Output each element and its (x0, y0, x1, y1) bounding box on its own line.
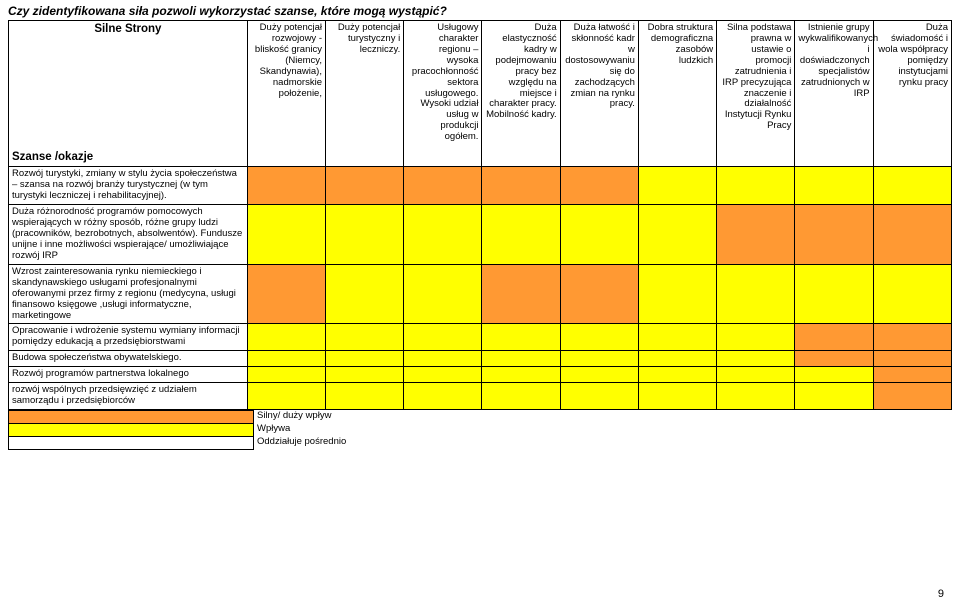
matrix-cell (482, 324, 560, 351)
matrix-cell (404, 324, 482, 351)
row-label: Rozwój turystyki, zmiany w stylu życia s… (9, 167, 248, 205)
matrix-cell (717, 383, 795, 410)
matrix-cell (325, 383, 403, 410)
matrix-cell (247, 205, 325, 265)
matrix-cell (247, 324, 325, 351)
matrix-cell (325, 351, 403, 367)
matrix-cell (638, 205, 716, 265)
matrix-cell (717, 324, 795, 351)
table-row: Budowa społeczeństwa obywatelskiego. (9, 351, 952, 367)
col-head-4: Duża łatwość i skłonność kadr w dostosow… (560, 21, 638, 167)
matrix-cell (404, 383, 482, 410)
matrix-cell (404, 367, 482, 383)
table-row: Opracowanie i wdrożenie systemu wymiany … (9, 324, 952, 351)
legend-label-strong: Silny/ duży wpływ (254, 410, 952, 423)
matrix-cell (638, 383, 716, 410)
matrix-cell (247, 264, 325, 324)
row-label: Wzrost zainteresowania rynku niemieckieg… (9, 264, 248, 324)
matrix-cell (482, 367, 560, 383)
matrix-cell (873, 351, 951, 367)
page-number: 9 (938, 588, 944, 600)
table-row: Duża różnorodność programów pomocowych w… (9, 205, 952, 265)
col-head-7: Istnienie grupy wykwalifikowanych i dośw… (795, 21, 873, 167)
matrix-cell (795, 351, 873, 367)
matrix-cell (795, 324, 873, 351)
matrix-cell (482, 205, 560, 265)
legend-box-influence (9, 423, 254, 436)
matrix-cell (717, 167, 795, 205)
row-label: Opracowanie i wdrożenie systemu wymiany … (9, 324, 248, 351)
matrix-cell (404, 351, 482, 367)
table-row: Rozwój turystyki, zmiany w stylu życia s… (9, 167, 952, 205)
col-head-0: Duży potencjał rozwojowy - bliskość gran… (247, 21, 325, 167)
matrix-cell (404, 167, 482, 205)
matrix-cell (560, 167, 638, 205)
matrix-cell (717, 205, 795, 265)
matrix-cell (638, 264, 716, 324)
header-silne-strony: Silne Strony (12, 23, 244, 36)
table-row: rozwój wspólnych przedsięwzięć z udziałe… (9, 383, 952, 410)
matrix-cell (638, 351, 716, 367)
matrix-cell (482, 383, 560, 410)
matrix-cell (560, 367, 638, 383)
matrix-cell (873, 383, 951, 410)
col-head-3: Duża elastyczność kadry w podejmowaniu p… (482, 21, 560, 167)
matrix-cell (325, 264, 403, 324)
matrix-cell (482, 167, 560, 205)
matrix-cell (795, 167, 873, 205)
matrix-cell (795, 367, 873, 383)
matrix-cell (873, 324, 951, 351)
swot-table: Silne Strony Szanse /okazje Duży potencj… (8, 20, 952, 410)
matrix-cell (795, 205, 873, 265)
row-label: Rozwój programów partnerstwa lokalnego (9, 367, 248, 383)
matrix-cell (873, 205, 951, 265)
matrix-cell (247, 167, 325, 205)
matrix-cell (482, 264, 560, 324)
matrix-cell (325, 367, 403, 383)
matrix-cell (482, 351, 560, 367)
matrix-cell (795, 383, 873, 410)
matrix-cell (873, 167, 951, 205)
col-head-8: Duża świadomość i wola współpracy pomięd… (873, 21, 951, 167)
page-title: Czy zidentyfikowana siła pozwoli wykorzy… (8, 4, 952, 18)
table-row: Rozwój programów partnerstwa lokalnego (9, 367, 952, 383)
matrix-cell (325, 324, 403, 351)
matrix-cell (247, 367, 325, 383)
matrix-cell (717, 351, 795, 367)
col-head-1: Duży potencjał turystyczny i leczniczy. (325, 21, 403, 167)
legend-label-influence: Wpływa (254, 423, 952, 436)
matrix-cell (560, 205, 638, 265)
legend-table: Silny/ duży wpływ Wpływa Oddziałuje pośr… (8, 410, 952, 450)
matrix-cell (325, 167, 403, 205)
matrix-cell (560, 383, 638, 410)
matrix-cell (638, 324, 716, 351)
matrix-cell (325, 205, 403, 265)
matrix-cell (795, 264, 873, 324)
matrix-cell (873, 264, 951, 324)
legend-label-indirect: Oddziałuje pośrednio (254, 436, 952, 449)
matrix-cell (560, 264, 638, 324)
matrix-cell (247, 383, 325, 410)
matrix-cell (404, 264, 482, 324)
matrix-cell (247, 351, 325, 367)
row-label: Duża różnorodność programów pomocowych w… (9, 205, 248, 265)
matrix-cell (638, 367, 716, 383)
header-szanse: Szanse /okazje (12, 151, 244, 164)
table-row: Wzrost zainteresowania rynku niemieckieg… (9, 264, 952, 324)
matrix-cell (560, 324, 638, 351)
corner-header: Silne Strony Szanse /okazje (9, 21, 248, 167)
col-head-2: Usługowy charakter regionu – wysoka prac… (404, 21, 482, 167)
matrix-cell (404, 205, 482, 265)
matrix-cell (873, 367, 951, 383)
matrix-cell (560, 351, 638, 367)
row-label: Budowa społeczeństwa obywatelskiego. (9, 351, 248, 367)
matrix-cell (638, 167, 716, 205)
col-head-5: Dobra struktura demograficzna zasobów lu… (638, 21, 716, 167)
legend-box-strong (9, 410, 254, 423)
col-head-6: Silna podstawa prawna w ustawie o promoc… (717, 21, 795, 167)
row-label: rozwój wspólnych przedsięwzięć z udziałe… (9, 383, 248, 410)
matrix-cell (717, 264, 795, 324)
legend-box-indirect (9, 436, 254, 449)
matrix-cell (717, 367, 795, 383)
